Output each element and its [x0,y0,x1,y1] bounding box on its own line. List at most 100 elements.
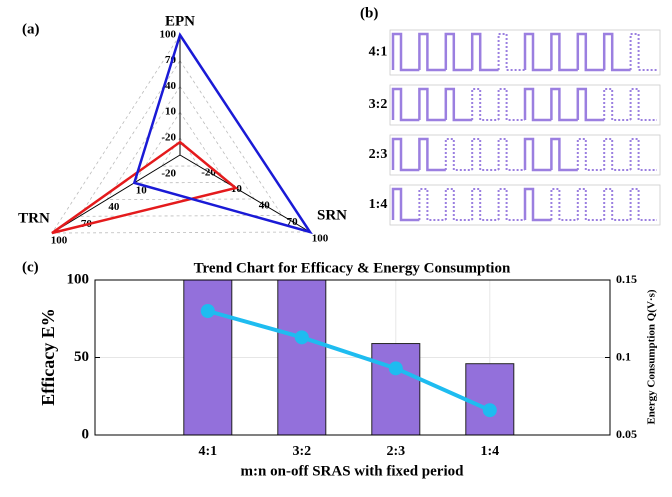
y-tick-label: 100 [67,271,90,287]
pulse [629,33,657,71]
tick-label: 100 [312,233,329,245]
tick-label: 10 [165,106,177,118]
grid-ring [78,59,283,217]
pulse [391,32,420,72]
pulse [497,88,525,121]
pulse [576,138,605,171]
pulse [497,138,525,171]
tick-label: -20 [161,168,176,180]
tick-label: 100 [51,235,68,247]
radar-series [132,32,313,235]
pulse [523,87,552,122]
pulse [603,138,631,171]
pulse [550,32,578,72]
line-marker [200,304,215,318]
pulse [602,32,631,72]
pulse [444,87,473,122]
bar [465,363,515,436]
grid-ring [106,85,256,200]
x-axis-label: m:n on-off SRAS with fixed period [241,463,465,479]
plot-frame [94,279,611,436]
y2-tick-label: 0.05 [616,427,637,441]
pulse [418,32,446,72]
bar [371,343,421,436]
radar-series [51,140,239,235]
tick-label: -20 [161,131,176,143]
x-tick-label: 3:2 [292,444,311,459]
pulse [418,188,446,221]
y-tick-label: 50 [74,349,89,365]
pulse [523,32,552,72]
bar [277,279,327,436]
x-tick-label: 4:1 [198,444,217,459]
x-tick-label: 1:4 [480,444,499,459]
pulse [471,88,499,121]
pulse [444,32,473,72]
line-marker [388,361,403,376]
pulse [471,138,499,171]
pulse [471,188,499,221]
pulse [550,87,578,122]
tick-label: 70 [165,54,177,66]
tick-label: 40 [259,200,271,212]
pulse [391,137,420,172]
tick-label: -20 [201,167,216,179]
y-axis-label: Efficacy E% [38,308,58,405]
pulse [523,187,552,222]
pulse [497,188,525,221]
pulse [550,137,578,172]
axis-label: SRN [317,207,347,223]
pulse [523,137,552,172]
wave-frame [389,134,661,176]
radar-axis [179,154,311,233]
y2-tick-label: 0.1 [616,349,631,363]
y-tick-label: 0 [82,426,90,442]
line-marker [482,403,497,418]
panel-label: (a) [22,21,40,37]
y2-axis-label: Energy Consumption Q(V·s) [646,289,658,424]
pulse [603,188,631,221]
axis-label: EPN [165,13,195,29]
pulse [470,32,499,72]
line [207,309,491,413]
pulse [418,87,446,122]
row-label: 4:1 [369,45,388,60]
radar-axis [51,154,181,234]
wave-frame [389,29,661,76]
pulse [576,188,605,221]
pulse [497,33,525,71]
row-label: 1:4 [369,197,388,212]
pulse [444,138,473,171]
pulse [603,88,631,121]
bar [183,279,233,436]
axis-label: TRN [18,210,50,226]
wave-frame [389,84,661,126]
pulse [391,87,420,122]
pulse [629,188,657,221]
tick-label: 40 [165,80,177,92]
tick-label: 100 [160,29,177,41]
pulse [576,32,605,72]
row-label: 3:2 [369,97,388,112]
pulse [576,87,605,122]
y2-tick-label: 0.15 [616,272,637,286]
row-label: 2:3 [369,147,388,162]
panel-label: (c) [22,259,39,275]
pulse [629,138,657,171]
chart-title: Trend Chart for Efficacy & Energy Consum… [194,260,511,276]
wave-frame [389,184,661,226]
pulse [418,137,446,172]
tick-label: 40 [108,201,120,213]
tick-label: 70 [287,216,299,228]
panel-label: (b) [360,5,378,21]
line-marker [294,330,309,345]
pulse [444,188,473,221]
pulse [550,188,578,221]
pulse [629,88,657,121]
x-tick-label: 2:3 [386,444,405,459]
pulse [391,187,420,222]
tick-label: 10 [136,184,148,196]
grid-ring [133,111,228,184]
